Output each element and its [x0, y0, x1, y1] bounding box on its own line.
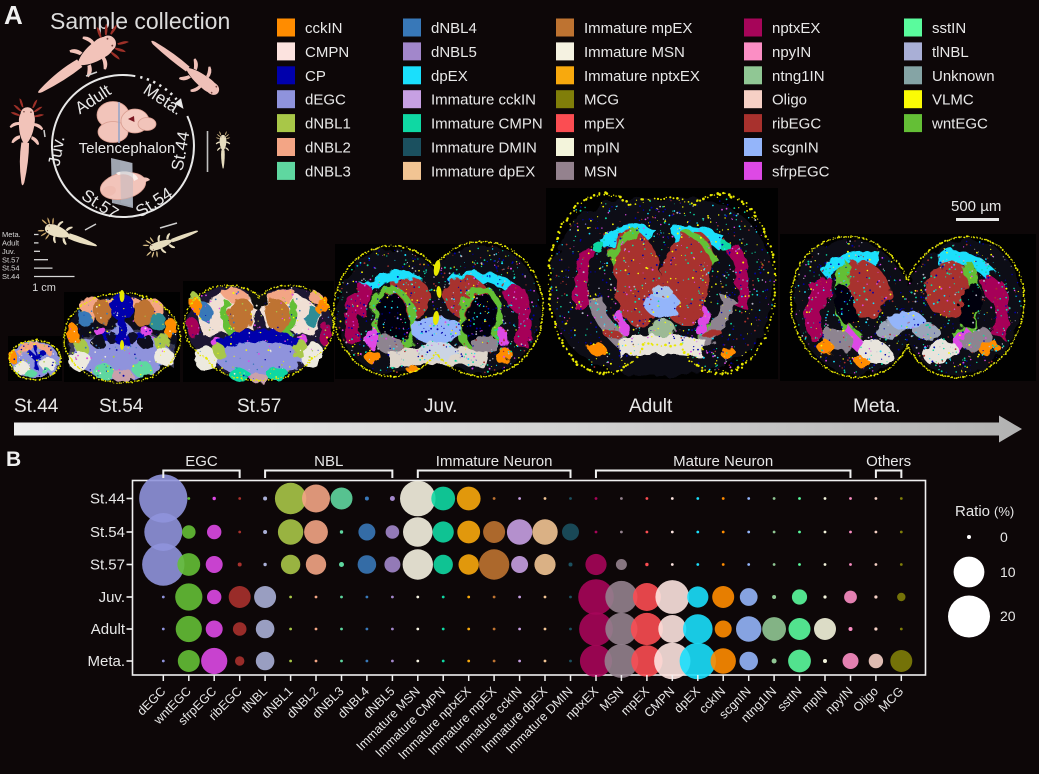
svg-text:1 cm: 1 cm [32, 282, 56, 294]
svg-text:St.54: St.54 [90, 524, 125, 541]
svg-text:nptxEX: nptxEX [772, 20, 820, 37]
svg-text:MSN: MSN [584, 163, 617, 180]
svg-text:Telencephalon: Telencephalon [79, 140, 176, 157]
svg-text:CP: CP [305, 68, 326, 85]
svg-text:mpIN: mpIN [584, 140, 620, 157]
svg-text:0: 0 [1000, 529, 1008, 545]
svg-text:MCG: MCG [584, 92, 619, 109]
svg-text:Immature DMIN: Immature DMIN [431, 140, 537, 157]
svg-text:Immature nptxEX: Immature nptxEX [584, 68, 700, 85]
svg-text:dEGC: dEGC [305, 92, 346, 109]
svg-text:cckIN: cckIN [305, 20, 343, 37]
svg-text:Immature CMPN: Immature CMPN [431, 116, 543, 133]
svg-text:St.57: St.57 [90, 557, 125, 574]
svg-text:Immature MSN: Immature MSN [584, 44, 685, 61]
svg-text:dNBL3: dNBL3 [305, 163, 351, 180]
svg-text:Oligo: Oligo [772, 92, 807, 109]
svg-text:Adult: Adult [629, 396, 673, 417]
svg-text:500 µm: 500 µm [951, 198, 1001, 215]
svg-text:Immature mpEX: Immature mpEX [584, 20, 692, 37]
svg-text:St.44: St.44 [90, 491, 125, 508]
svg-text:Immature cckIN: Immature cckIN [431, 92, 536, 109]
svg-text:CMPN: CMPN [305, 44, 349, 61]
svg-text:Juv.: Juv. [424, 396, 457, 417]
svg-text:sstIN: sstIN [932, 20, 966, 37]
svg-text:Adult: Adult [91, 621, 126, 638]
svg-text:mpEX: mpEX [584, 116, 625, 133]
svg-text:Sample collection: Sample collection [50, 8, 230, 34]
svg-text:Juv.: Juv. [99, 589, 125, 606]
svg-text:St.54: St.54 [99, 396, 144, 417]
svg-text:npyIN: npyIN [772, 44, 811, 61]
svg-text:scgnIN: scgnIN [772, 140, 819, 157]
svg-text:Immature Neuron: Immature Neuron [436, 453, 553, 470]
svg-text:20: 20 [1000, 608, 1016, 624]
svg-text:St.57: St.57 [2, 255, 20, 264]
svg-text:ntng1IN: ntng1IN [772, 68, 825, 85]
svg-text:Juv.: Juv. [45, 135, 69, 168]
svg-text:dNBL1: dNBL1 [305, 116, 351, 133]
svg-text:(%): (%) [994, 504, 1014, 519]
svg-text:Meta.: Meta. [2, 230, 21, 239]
svg-text:Meta.: Meta. [853, 396, 901, 417]
svg-text:Mature Neuron: Mature Neuron [673, 453, 773, 470]
svg-text:St.54: St.54 [2, 264, 20, 273]
svg-text:dpEX: dpEX [431, 68, 468, 85]
svg-text:EGC: EGC [185, 453, 218, 470]
svg-text:Others: Others [866, 453, 911, 470]
svg-text:NBL: NBL [314, 453, 343, 470]
svg-text:Unknown: Unknown [932, 68, 995, 85]
svg-text:dNBL5: dNBL5 [431, 44, 477, 61]
svg-text:Immature dpEX: Immature dpEX [431, 163, 535, 180]
svg-text:A: A [4, 0, 23, 30]
svg-text:St.44: St.44 [2, 272, 20, 281]
svg-text:St.44: St.44 [14, 396, 59, 417]
svg-text:Juv.: Juv. [2, 247, 15, 256]
svg-text:sfrpEGC: sfrpEGC [772, 163, 830, 180]
svg-text:B: B [6, 448, 21, 471]
svg-text:ribEGC: ribEGC [772, 116, 821, 133]
svg-text:wntEGC: wntEGC [931, 116, 988, 133]
svg-text:VLMC: VLMC [932, 92, 974, 109]
svg-text:dNBL4: dNBL4 [431, 20, 477, 37]
svg-text:dNBL2: dNBL2 [305, 140, 351, 157]
svg-text:St.57: St.57 [237, 396, 281, 417]
svg-text:10: 10 [1000, 564, 1016, 580]
svg-text:Meta.: Meta. [87, 653, 125, 670]
svg-text:tlNBL: tlNBL [932, 44, 969, 61]
svg-text:Adult: Adult [2, 239, 20, 248]
svg-text:Ratio: Ratio [955, 503, 990, 520]
